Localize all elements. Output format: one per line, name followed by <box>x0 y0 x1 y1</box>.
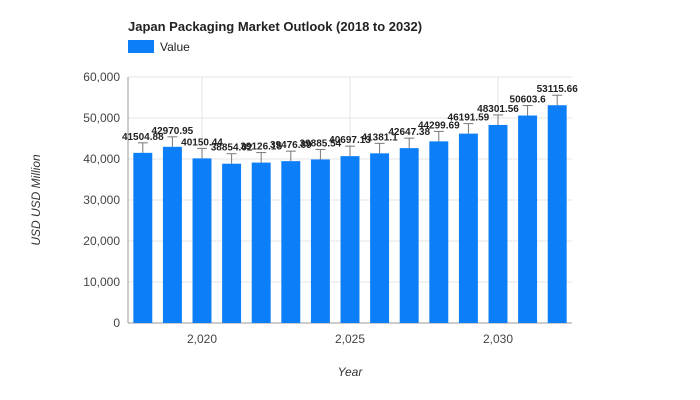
y-tick-label: 20,000 <box>83 234 120 248</box>
y-tick-label: 10,000 <box>83 275 120 289</box>
bar-2032 <box>547 105 567 323</box>
y-tick-label: 0 <box>113 316 120 330</box>
y-tick-label: 30,000 <box>83 193 120 207</box>
bar-2021 <box>222 163 242 323</box>
bar-2022 <box>251 162 271 323</box>
bar-2023 <box>281 161 301 323</box>
data-label-2029: 46191.59 <box>448 113 490 124</box>
y-tick-label: 60,000 <box>83 70 120 84</box>
legend-label: Value <box>160 40 190 54</box>
bar-2031 <box>518 115 538 323</box>
whiskers <box>137 94 563 164</box>
bar-2030 <box>488 124 508 323</box>
data-label-2027: 42647.38 <box>388 127 430 138</box>
data-label-2022: 39126.15 <box>240 142 282 153</box>
legend-swatch <box>128 40 154 53</box>
y-axis-ticks: 0 10,000 20,000 30,000 40,000 50,000 60,000 <box>83 70 120 330</box>
bar-2020 <box>192 158 212 323</box>
y-axis-title: USD USD Million <box>29 154 43 246</box>
chart-title: Japan Packaging Market Outlook (2018 to … <box>128 19 422 34</box>
x-axis-ticks: 2,020 2,025 2,030 <box>187 332 513 346</box>
bar-2018 <box>133 152 153 323</box>
data-label-2020: 40150.44 <box>181 137 223 148</box>
bar-2024 <box>310 159 330 323</box>
data-label-2019: 42970.95 <box>152 126 194 137</box>
data-label-2032: 53115.66 <box>537 84 579 95</box>
bar-2029 <box>458 133 478 323</box>
bar-2028 <box>429 141 449 323</box>
bars <box>133 105 567 323</box>
data-label-2030: 48301.56 <box>477 104 519 115</box>
data-labels: 41504.8842970.9540150.4438854.0239126.15… <box>122 84 578 153</box>
y-tick-label: 40,000 <box>83 152 120 166</box>
x-tick-label: 2,030 <box>483 332 513 346</box>
data-label-2023: 39476.89 <box>270 140 312 151</box>
bar-2026 <box>370 153 390 323</box>
bar-2019 <box>162 146 182 323</box>
bar-2025 <box>340 156 360 323</box>
data-label-2028: 44299.69 <box>418 120 460 131</box>
data-label-2026: 41381.1 <box>362 132 399 143</box>
data-label-2021: 38854.02 <box>211 143 253 154</box>
x-tick-label: 2,020 <box>187 332 217 346</box>
data-label-2031: 50603.6 <box>510 95 547 106</box>
x-tick-label: 2,025 <box>335 332 365 346</box>
x-axis-title: Year <box>338 365 364 379</box>
data-label-2018: 41504.88 <box>122 132 164 143</box>
data-label-2024: 39885.54 <box>300 138 342 149</box>
data-label-2025: 40697.13 <box>329 135 371 146</box>
y-tick-label: 50,000 <box>83 111 120 125</box>
bar-2027 <box>399 148 419 323</box>
